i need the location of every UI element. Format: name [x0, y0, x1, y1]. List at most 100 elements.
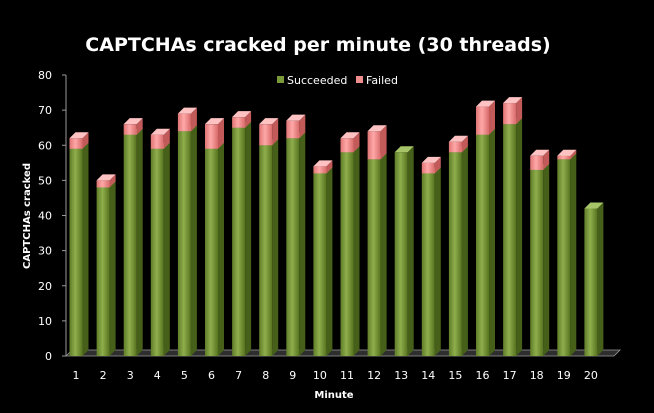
bar-failed-19-top: [557, 149, 577, 156]
x-tick-label: 6: [208, 369, 215, 382]
bar-succeeded-13: [394, 152, 408, 356]
bar-succeeded-9-side: [299, 132, 306, 356]
bar-failed-16-side: [489, 100, 495, 135]
bar-failed-10: [313, 166, 327, 174]
chart-title: CAPTCHAs cracked per minute (30 threads): [85, 34, 550, 56]
bar-failed-15: [448, 141, 462, 153]
bar-failed-12: [367, 131, 381, 160]
bar-failed-14-side: [434, 156, 441, 174]
bar-succeeded-7: [232, 127, 246, 356]
legend-label-succeeded: Succeeded: [287, 74, 347, 87]
bar-succeeded-3: [123, 134, 137, 356]
x-tick-label: 13: [394, 369, 408, 382]
legend-swatch-failed: [356, 76, 363, 83]
y-tick-label: 10: [38, 315, 52, 328]
bar-succeeded-12: [367, 159, 381, 356]
y-tick-label: 0: [45, 350, 52, 363]
bar-succeeded-20-top: [584, 202, 604, 209]
bar-succeeded-16: [476, 134, 489, 356]
bar-failed-19: [557, 155, 571, 160]
bar-succeeded-16-side: [489, 128, 495, 356]
x-tick-label: 7: [235, 369, 242, 382]
bar-failed-8-side: [272, 118, 279, 146]
bar-failed-5-top: [177, 107, 197, 114]
bar-succeeded-14-side: [434, 167, 441, 356]
x-tick-label: 20: [584, 369, 598, 382]
x-tick-label: 5: [181, 369, 188, 382]
bar-failed-16: [476, 106, 489, 135]
bar-failed-10-side: [326, 160, 333, 174]
bar-succeeded-20: [584, 208, 598, 356]
bar-failed-17-top: [503, 97, 523, 104]
bar-failed-17: [503, 103, 517, 125]
x-axis-label: Minute: [314, 390, 353, 401]
bar-failed-8-top: [259, 118, 279, 125]
legend-label-failed: Failed: [366, 74, 398, 87]
bar-succeeded-17-side: [516, 118, 523, 356]
y-tick-label: 50: [38, 174, 52, 187]
bar-failed-4-top: [150, 128, 170, 135]
bar-failed-1-side: [82, 132, 89, 149]
bar-failed-11-top: [340, 132, 360, 139]
bar-succeeded-6-side: [218, 142, 224, 356]
bar-failed-1: [69, 138, 83, 149]
bar-failed-18: [530, 155, 544, 170]
bar-succeeded-13-side: [407, 146, 414, 356]
bar-failed-3-side: [136, 118, 143, 135]
bar-failed-10-top: [313, 160, 333, 167]
y-tick-label: 40: [38, 210, 52, 223]
x-tick-label: 10: [313, 369, 327, 382]
bar-succeeded-11-side: [353, 146, 360, 356]
bar-succeeded-12-side: [380, 153, 387, 356]
bar-failed-4-side: [163, 128, 170, 149]
bar-failed-16-top: [476, 100, 495, 107]
y-tick-label: 60: [38, 139, 52, 152]
x-tick-label: 8: [262, 369, 269, 382]
x-tick-label: 18: [530, 369, 544, 382]
bar-failed-11: [340, 138, 354, 153]
bar-failed-18-side: [543, 149, 550, 170]
bar-failed-18-top: [530, 149, 550, 156]
bar-failed-3-top: [123, 118, 143, 125]
y-tick-label: 80: [38, 69, 52, 82]
bar-failed-6-top: [205, 118, 224, 125]
bar-failed-9-top: [286, 114, 306, 121]
bar-succeeded-7-side: [245, 121, 252, 356]
bar-failed-7: [232, 117, 246, 128]
bar-failed-15-side: [461, 135, 468, 153]
x-tick-label: 19: [557, 369, 571, 382]
x-tick-label: 12: [367, 369, 381, 382]
legend-swatch-succeeded: [277, 76, 284, 83]
x-tick-label: 17: [503, 369, 517, 382]
x-tick-label: 1: [73, 369, 80, 382]
y-tick-label: 20: [38, 280, 52, 293]
bar-succeeded-1-side: [82, 142, 89, 356]
bar-succeeded-8: [259, 145, 273, 356]
bar-succeeded-1: [69, 148, 83, 356]
bar-failed-6-side: [218, 118, 224, 149]
bar-succeeded-17: [503, 124, 517, 356]
x-tick-label: 15: [448, 369, 462, 382]
bar-failed-1-top: [69, 132, 89, 139]
bar-succeeded-18-side: [543, 163, 550, 356]
bar-succeeded-18: [530, 169, 544, 356]
bar-succeeded-15: [448, 152, 462, 356]
bar-failed-12-top: [367, 125, 387, 132]
bar-succeeded-11: [340, 152, 354, 356]
bar-succeeded-14: [421, 173, 435, 356]
bar-succeeded-15-side: [461, 146, 468, 356]
bar-succeeded-19: [557, 159, 571, 356]
x-axis-ticks: 1 2 3 4 5 6 7 8 9 10 11 12 13 14 15 16 17 18 19 20: [73, 369, 598, 382]
legend: Succeeded Failed: [277, 74, 398, 87]
bar-failed-7-top: [232, 111, 252, 118]
y-tick-label: 70: [38, 104, 52, 117]
bar-failed-14: [421, 162, 435, 174]
bar-succeeded-5-side: [190, 125, 197, 356]
x-tick-label: 3: [127, 369, 134, 382]
bar-succeeded-8-side: [272, 139, 279, 356]
y-axis-ticks: 0 10 20 30 40 50 60 70 80: [38, 69, 66, 363]
bar-failed-8: [259, 124, 273, 146]
y-tick-label: 30: [38, 245, 52, 258]
bar-succeeded-9: [286, 138, 300, 356]
